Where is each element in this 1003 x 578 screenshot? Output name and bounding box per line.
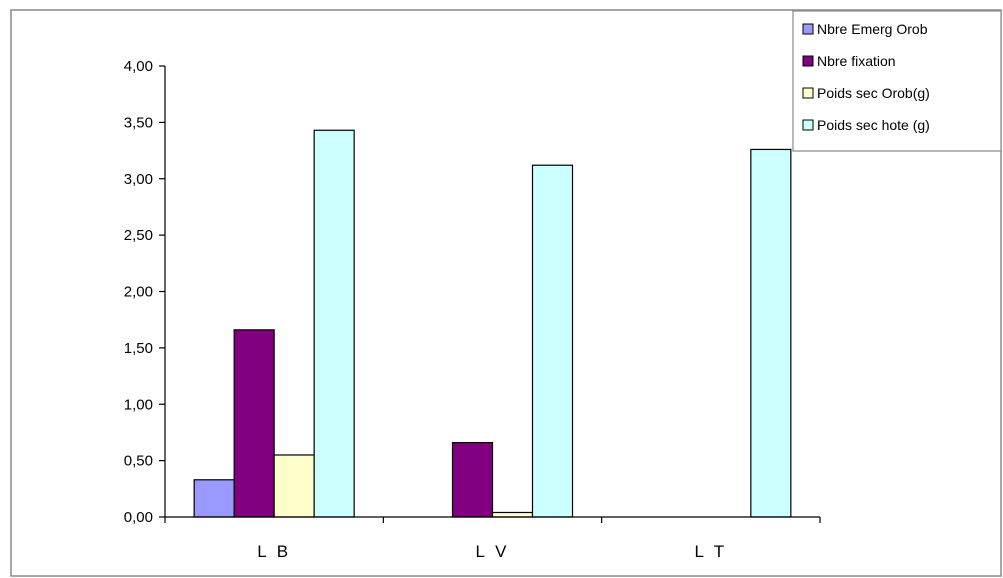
legend-label: Poids sec Orob(g) (817, 85, 930, 101)
y-tick-label: 1,50 (124, 340, 153, 357)
bar-4-2 (531, 164, 574, 518)
legend: Nbre Emerg Orob Nbre fixation Poids sec Or… (792, 10, 1002, 152)
legend-swatch (802, 55, 814, 67)
legend-swatch (802, 119, 814, 131)
legend-swatch (802, 87, 814, 99)
y-tick-label: 4,00 (124, 58, 153, 75)
y-tick-label: 3,00 (124, 171, 153, 188)
bar-2-1 (233, 329, 275, 518)
y-tick-label: 3,50 (124, 114, 153, 131)
bar-2-2 (451, 441, 494, 518)
bar-4-3 (750, 148, 792, 518)
bar-3-1 (273, 454, 315, 518)
x-tick-label: L V (476, 542, 510, 561)
legend-label: Nbre Emerg Orob (817, 21, 928, 37)
x-tick-label: L T (695, 542, 728, 561)
legend-label: Poids sec hote (g) (817, 117, 930, 133)
x-tick-label: L B (257, 542, 291, 561)
bar-4-1 (313, 129, 355, 518)
legend-box (792, 10, 1002, 152)
y-tick-label: 2,50 (124, 227, 153, 244)
y-tick-label: 2,00 (124, 284, 153, 301)
plot-area (193, 129, 792, 518)
axes: 0,00 0,50 1,00 1,50 2,00 2,50 3,00 3,50 4,00 L B L… (124, 58, 821, 561)
y-tick-label: 0,50 (124, 453, 153, 470)
legend-swatch (802, 23, 814, 35)
y-tick-label: 0,00 (124, 509, 153, 526)
legend-label: Nbre fixation (817, 53, 896, 69)
y-tick-label: 1,00 (124, 396, 153, 413)
bar-1-1 (193, 479, 235, 518)
bar-3-2 (491, 511, 534, 518)
